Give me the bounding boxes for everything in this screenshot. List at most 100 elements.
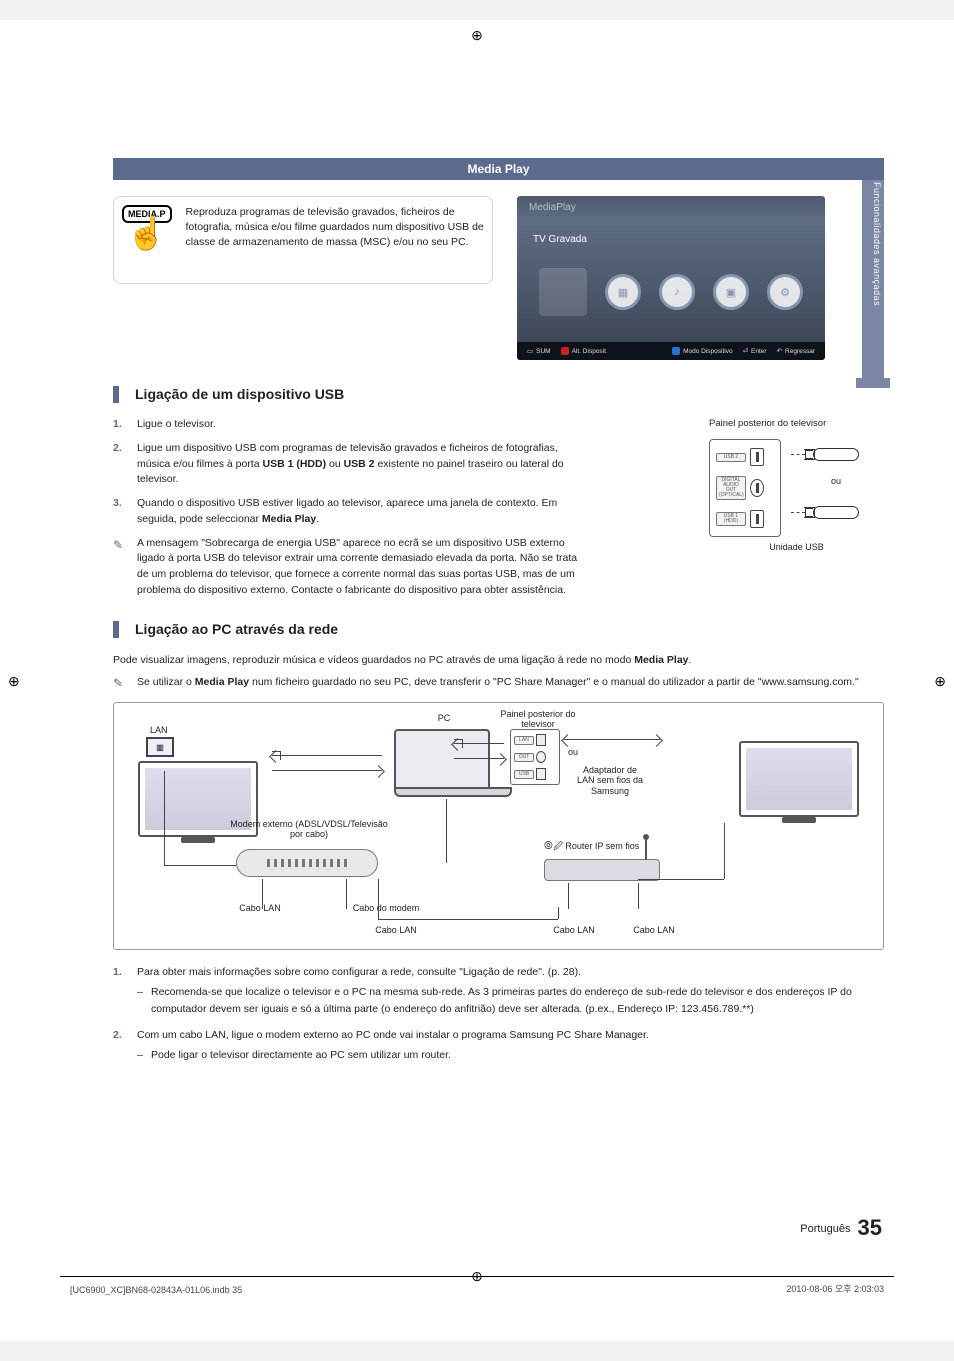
cable-caption: Cabo LAN	[534, 925, 614, 935]
manual-page: ⊕ ⊕ ⊕ 04 Funcionalidades avançadas Media…	[0, 20, 954, 1341]
optical-port-icon	[750, 479, 764, 497]
cable-line	[638, 879, 724, 880]
port-label: DIGITAL AUDIO OUT (OPTICAL)	[716, 476, 746, 500]
t: .	[316, 513, 319, 525]
mp-music-icon: ♪	[659, 274, 695, 310]
t: USB 1 (HDD)	[262, 458, 326, 470]
cable-caption: Cabo LAN	[220, 903, 300, 913]
cable-line	[564, 739, 660, 740]
section-title-usb-text: Ligação de um dispositivo USB	[135, 386, 344, 402]
or-label: ou	[568, 747, 578, 757]
section-title-net: Ligação ao PC através da rede	[113, 621, 884, 638]
t: num ficheiro guardado no seu PC, deve tr…	[249, 676, 859, 688]
mp-photos-icon: ▣	[713, 274, 749, 310]
mp-subtitle: TV Gravada	[533, 234, 587, 245]
mp-icons: ▦ ♪ ▣ ⚙	[517, 264, 825, 320]
step-text: Ligue um dispositivo USB com programas d…	[137, 442, 564, 486]
usb-port-icon	[750, 510, 764, 528]
mp-d-button: Modo Dispositivo	[672, 347, 733, 355]
mp-sum-icon: ▭ SUM	[527, 347, 551, 355]
list-item: 2. Com um cabo LAN, ligue o modem extern…	[113, 1027, 884, 1064]
modem-device	[236, 849, 378, 877]
list-item: 1.Ligue o televisor.	[113, 417, 583, 433]
intro-text: Reproduza programas de televisão gravado…	[186, 205, 484, 251]
net-note: Se utilizar o Media Play num ficheiro gu…	[113, 674, 884, 690]
mp-enter-label: Enter	[751, 348, 767, 355]
mp-d-label: Modo Dispositivo	[683, 348, 733, 355]
modem-label: Modem externo (ADSL/VDSL/Televisão por c…	[224, 819, 394, 839]
network-diagram: LAN ▥ PC Painel posterior do televisor L…	[113, 702, 884, 950]
page-lang: Português	[800, 1223, 850, 1235]
lan-port-icon: ▥	[146, 737, 174, 757]
mp-enter-icon: ⏎ Enter	[743, 347, 767, 355]
mp-title: MediaPlay	[529, 202, 576, 213]
registration-mark-icon: ⊕	[8, 674, 20, 688]
mp-sum-label: SUM	[536, 348, 550, 355]
usb-drive-icon	[813, 506, 859, 519]
page-content: Media Play MEDIA.P ☝ Reproduza programas…	[113, 158, 884, 1251]
list-item: 3. Quando o dispositivo USB estiver liga…	[113, 496, 583, 528]
router-icon	[544, 859, 660, 881]
cable-line	[724, 823, 725, 879]
mp-footer-bar: ▭ SUM Alt. Disposit. Modo Dispositivo ⏎ …	[517, 342, 825, 360]
t: .	[689, 654, 692, 666]
mp-a-label: Alt. Disposit.	[572, 348, 608, 355]
usb-drive-icon	[813, 448, 859, 461]
usb-diagram-caption: Painel posterior do televisor	[709, 417, 884, 431]
t: Media Play	[195, 676, 249, 688]
cable-line	[378, 879, 379, 919]
cable-line	[568, 883, 569, 909]
hand-icon: ☝	[127, 217, 167, 249]
bidir-arrow-icon	[454, 743, 504, 759]
port-label: USB 1 (HDD)	[716, 512, 746, 526]
mp-return-icon: ↶ Regressar	[777, 347, 815, 355]
panel-small-icon: LAN OUT USB	[510, 729, 560, 785]
wifi-icon: ⦾ 🖉 Router IP sem fios	[544, 839, 639, 855]
section-header: Media Play	[113, 158, 884, 180]
cable-caption: Cabo do modem	[336, 903, 436, 913]
footer-filename: [UC6900_XC]BN68-02843A-01L06.indb 35	[70, 1285, 242, 1295]
usb-steps-list: 1.Ligue o televisor. 2. Ligue um disposi…	[113, 417, 583, 528]
usb-diagram: Painel posterior do televisor USB 2 DIGI…	[709, 417, 884, 555]
t: Media Play	[262, 513, 316, 525]
t: ou	[326, 458, 344, 470]
port-label: USB 2	[716, 453, 746, 462]
tv-panel-label: Painel posterior do televisor	[492, 709, 584, 729]
t: Media Play	[634, 654, 688, 666]
step-text: Quando o dispositivo USB estiver ligado …	[137, 497, 557, 525]
t: Pode visualizar imagens, reproduzir músi…	[113, 654, 634, 666]
usb-port-icon	[750, 448, 764, 466]
pc-device	[394, 729, 512, 797]
mp-settings-icon: ⚙	[767, 274, 803, 310]
step-text: Com um cabo LAN, ligue o modem externo a…	[137, 1029, 649, 1041]
mp-a-button: Alt. Disposit.	[561, 347, 608, 355]
cable-line	[446, 799, 447, 863]
mediaplay-screenshot: MediaPlay TV Gravada ▦ ♪ ▣ ⚙ ▭ SUM Alt. …	[517, 196, 825, 360]
list-item: 1. Para obter mais informações sobre com…	[113, 964, 884, 1017]
remote-icon: MEDIA.P ☝	[122, 205, 172, 275]
router-device	[544, 859, 660, 881]
step-subtext: Pode ligar o televisor directamente ao P…	[137, 1047, 884, 1063]
section-title-net-text: Ligação ao PC através da rede	[135, 621, 338, 637]
router-label: Router IP sem fios	[565, 841, 639, 851]
lan-label: LAN	[150, 725, 258, 735]
mp-tile	[539, 268, 587, 316]
intro-row: MEDIA.P ☝ Reproduza programas de televis…	[113, 196, 884, 360]
t: USB 2	[344, 458, 375, 470]
or-label: ou	[831, 475, 841, 489]
step-subtext: Recomenda-se que localize o televisor e …	[137, 984, 884, 1017]
page-number: Português 35	[800, 1215, 882, 1241]
bidir-arrow-icon	[272, 755, 382, 771]
footer-rule	[60, 1276, 894, 1277]
cable-line	[378, 919, 558, 920]
footer-timestamp: 2010-08-06 오후 2:03:03	[786, 1282, 884, 1295]
registration-mark-icon: ⊕	[471, 28, 483, 42]
modem-icon	[236, 849, 378, 877]
mp-videos-icon: ▦	[605, 274, 641, 310]
step-text: Ligue o televisor.	[137, 418, 216, 430]
section-title-usb: Ligação de um dispositivo USB	[113, 386, 884, 403]
tv-icon	[739, 741, 859, 817]
page-number-value: 35	[858, 1215, 882, 1240]
cable-caption: Cabo LAN	[614, 925, 694, 935]
mp-return-label: Regressar	[785, 348, 815, 355]
